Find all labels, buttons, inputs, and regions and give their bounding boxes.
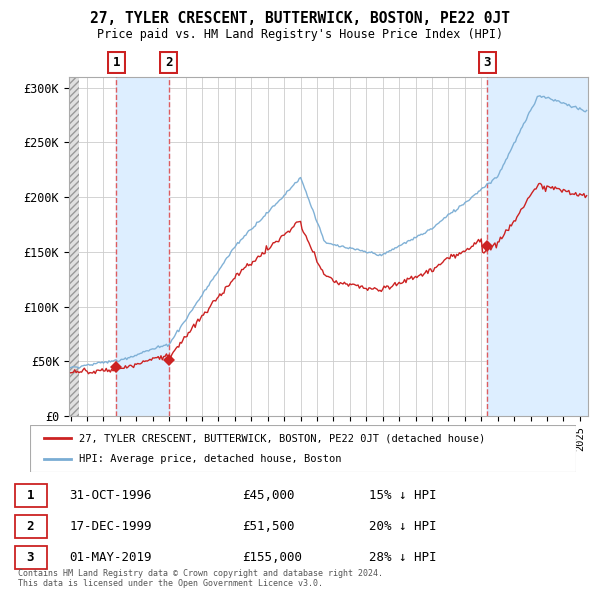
Text: 27, TYLER CRESCENT, BUTTERWICK, BOSTON, PE22 0JT: 27, TYLER CRESCENT, BUTTERWICK, BOSTON, … xyxy=(90,11,510,25)
Text: 3: 3 xyxy=(26,551,34,564)
FancyBboxPatch shape xyxy=(15,546,47,569)
Text: HPI: Average price, detached house, Boston: HPI: Average price, detached house, Bost… xyxy=(79,454,341,464)
Text: 31-OCT-1996: 31-OCT-1996 xyxy=(70,489,152,502)
FancyBboxPatch shape xyxy=(108,53,125,73)
FancyBboxPatch shape xyxy=(479,53,496,73)
Text: £155,000: £155,000 xyxy=(242,551,302,564)
FancyBboxPatch shape xyxy=(15,515,47,538)
Text: £51,500: £51,500 xyxy=(242,520,295,533)
Text: 3: 3 xyxy=(484,56,491,69)
Bar xyxy=(62,65,79,416)
Text: 2: 2 xyxy=(26,520,34,533)
Text: 1: 1 xyxy=(26,489,34,502)
Bar xyxy=(487,77,588,416)
Text: 17-DEC-1999: 17-DEC-1999 xyxy=(70,520,152,533)
FancyBboxPatch shape xyxy=(15,484,47,507)
Text: 20% ↓ HPI: 20% ↓ HPI xyxy=(369,520,437,533)
Text: £45,000: £45,000 xyxy=(242,489,295,502)
Text: 01-MAY-2019: 01-MAY-2019 xyxy=(70,551,152,564)
Text: Contains HM Land Registry data © Crown copyright and database right 2024.
This d: Contains HM Land Registry data © Crown c… xyxy=(18,569,383,588)
Text: 15% ↓ HPI: 15% ↓ HPI xyxy=(369,489,437,502)
Text: 2: 2 xyxy=(165,56,172,69)
Text: 27, TYLER CRESCENT, BUTTERWICK, BOSTON, PE22 0JT (detached house): 27, TYLER CRESCENT, BUTTERWICK, BOSTON, … xyxy=(79,433,485,443)
Text: Price paid vs. HM Land Registry's House Price Index (HPI): Price paid vs. HM Land Registry's House … xyxy=(97,28,503,41)
FancyBboxPatch shape xyxy=(160,53,177,73)
Bar xyxy=(116,77,169,416)
Text: 1: 1 xyxy=(113,56,120,69)
Text: 28% ↓ HPI: 28% ↓ HPI xyxy=(369,551,437,564)
